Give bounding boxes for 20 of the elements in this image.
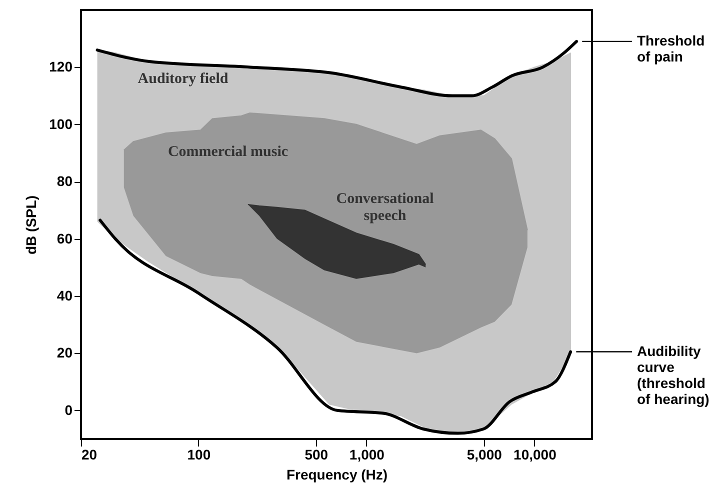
y-tick-label: 80 bbox=[56, 173, 73, 190]
y-tick-label: 0 bbox=[64, 402, 73, 418]
annotation: Auditory field bbox=[138, 71, 229, 87]
x-tick-label: 5,000 bbox=[466, 446, 502, 462]
y-tick-label: 100 bbox=[49, 116, 73, 132]
x-tick-label: 1,000 bbox=[349, 446, 385, 462]
annotation: Commercial music bbox=[168, 144, 288, 160]
annotation: Conversational speech bbox=[336, 191, 434, 224]
y-tick-label: 40 bbox=[56, 288, 73, 304]
y-axis-title: dB (SPL) bbox=[23, 195, 40, 255]
y-tick-label: 20 bbox=[56, 344, 73, 361]
x-tick-label: 500 bbox=[304, 446, 328, 462]
x-tick-label: 100 bbox=[187, 446, 211, 462]
y-tick-label: 60 bbox=[56, 230, 73, 246]
x-tick-label: 20 bbox=[82, 446, 98, 462]
y-tick-label: 120 bbox=[49, 58, 73, 75]
legend-label: Threshold of pain bbox=[637, 32, 705, 64]
x-axis-title: Frequency (Hz) bbox=[286, 466, 388, 482]
legend-label: Audibility curve (threshold of hearing) bbox=[637, 342, 710, 407]
x-tick-label: 10,000 bbox=[514, 446, 557, 462]
